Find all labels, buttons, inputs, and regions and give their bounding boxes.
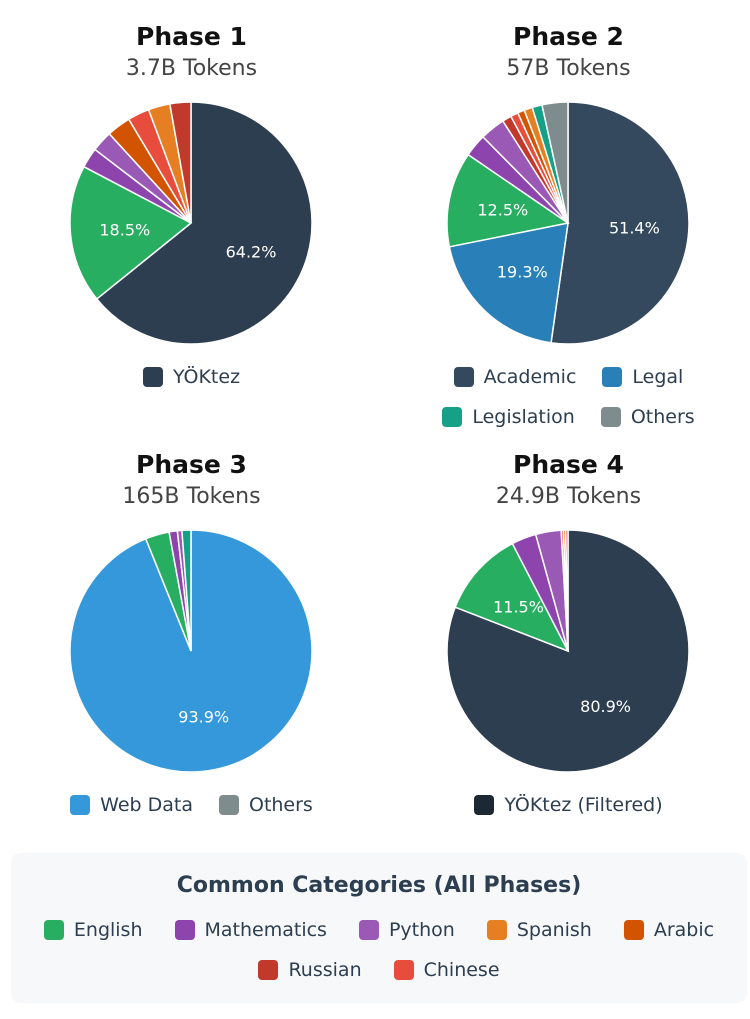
legend-swatch: [174, 920, 195, 940]
slice-label-y-ktez-filtered: 80.9%: [580, 697, 631, 716]
pie-chart: 51.4% 19.3% 12.5%: [446, 101, 690, 345]
legend-label: Legal: [632, 366, 684, 388]
phase-title: Phase 3: [136, 450, 247, 479]
legend-item-legislation: Legislation: [442, 404, 575, 430]
phase-subtitle: 3.7B Tokens: [125, 56, 258, 81]
pie-slice-academic: [550, 101, 690, 345]
legend-item-others: Others: [218, 792, 313, 818]
legend-item-english: English: [43, 917, 143, 943]
slice-label-english: 12.5%: [477, 201, 528, 220]
legend-swatch: [70, 795, 91, 815]
legend-swatch: [393, 960, 414, 980]
legend-label: Python: [388, 919, 455, 941]
pie-chart: 80.9% 11.5%: [446, 529, 690, 773]
legend-item-web-data: Web Data: [70, 792, 193, 818]
phase-legend: Academic Legal Legislation Others: [421, 364, 716, 430]
pie-slice-others: [181, 529, 192, 652]
legend-swatch: [442, 407, 463, 427]
slice-label-english: 18.5%: [99, 221, 150, 240]
legend-item-others: Others: [600, 404, 695, 430]
legend-item-arabic: Arabic: [623, 917, 715, 943]
pie-slice-english: [446, 153, 570, 248]
legend-swatch: [602, 367, 623, 387]
phase-title: Phase 1: [136, 22, 247, 51]
legend-item-mathematics: Mathematics: [174, 917, 327, 943]
legend-item-chinese: Chinese: [393, 957, 500, 983]
legend-item-legal: Legal: [602, 364, 683, 390]
legend-swatch: [218, 795, 239, 815]
legend-swatch: [623, 920, 644, 940]
slice-label-legal: 19.3%: [497, 262, 548, 281]
legend-label: YÖKtez: [172, 366, 241, 388]
slice-label-web-data: 93.9%: [178, 707, 229, 726]
phase-3-panel: Phase 3 165B Tokens 93.9% Web Data Others: [4, 428, 379, 858]
pie-slice-legal: [448, 222, 569, 344]
legend-label: Arabic: [653, 919, 715, 941]
pie-slice-y-ktez: [95, 101, 313, 345]
legend-label: Web Data: [100, 794, 193, 816]
legend-label: Spanish: [516, 919, 592, 941]
phase-subtitle: 57B Tokens: [506, 56, 631, 81]
legend-item-python: Python: [358, 917, 455, 943]
legend-label: Others: [630, 406, 695, 428]
slice-label-academic: 51.4%: [609, 219, 660, 238]
legend-label: Russian: [288, 959, 362, 981]
common-categories-panel: Common Categories (All Phases) English Ma…: [11, 853, 747, 1003]
pie-slice-russian: [168, 101, 192, 224]
phase-legend: YÖKtez: [44, 364, 339, 390]
legend-item-spanish: Spanish: [486, 917, 592, 943]
legend-swatch: [600, 407, 621, 427]
phase-title: Phase 2: [513, 22, 624, 51]
legend-swatch: [453, 367, 474, 387]
legend-label: Mathematics: [204, 919, 327, 941]
legend-label: YÖKtez (Filtered): [504, 794, 663, 816]
phase-2-panel: Phase 2 57B Tokens 51.4% 19.3% 12.5% Acade…: [381, 0, 750, 430]
phase-1-panel: Phase 1 3.7B Tokens 64.2% 18.5% YÖKtez: [4, 0, 379, 430]
legend-swatch: [358, 920, 379, 940]
phase-legend: Web Data Others: [44, 792, 339, 818]
phase-subtitle: 165B Tokens: [122, 484, 261, 509]
legend-item-academic: Academic: [453, 364, 577, 390]
phase-title: Phase 4: [513, 450, 624, 479]
legend-swatch: [43, 920, 64, 940]
legend-item-russian: Russian: [258, 957, 362, 983]
legend-label: English: [73, 919, 143, 941]
phase-legend: YÖKtez (Filtered): [421, 792, 716, 818]
legend-swatch: [258, 960, 279, 980]
pie-slice-russian: [564, 529, 569, 652]
pie-slice-english: [69, 165, 193, 301]
phase-4-panel: Phase 4 24.9B Tokens 80.9% 11.5% YÖKtez (…: [381, 428, 750, 858]
pie-slice-english: [454, 542, 570, 653]
legend-label: Chinese: [423, 959, 500, 981]
legend-label: Academic: [483, 366, 577, 388]
phase-subtitle: 24.9B Tokens: [495, 484, 642, 509]
common-categories-legend: English Mathematics Python Spanish Arabic Rus…: [31, 917, 727, 983]
pie-chart: 64.2% 18.5%: [69, 101, 313, 345]
legend-swatch: [474, 795, 495, 815]
legend-item-y-ktez-filtered: YÖKtez (Filtered): [474, 792, 663, 818]
pie-chart: 93.9%: [69, 529, 313, 773]
slice-label-english: 11.5%: [493, 598, 544, 617]
common-categories-title: Common Categories (All Phases): [176, 873, 582, 898]
legend-swatch: [486, 920, 507, 940]
pie-slice-others: [541, 101, 569, 224]
legend-label: Others: [248, 794, 313, 816]
slice-label-y-ktez: 64.2%: [226, 243, 277, 262]
legend-label: Legislation: [472, 406, 575, 428]
legend-item-y-ktez: YÖKtez: [142, 364, 241, 390]
legend-swatch: [142, 367, 163, 387]
